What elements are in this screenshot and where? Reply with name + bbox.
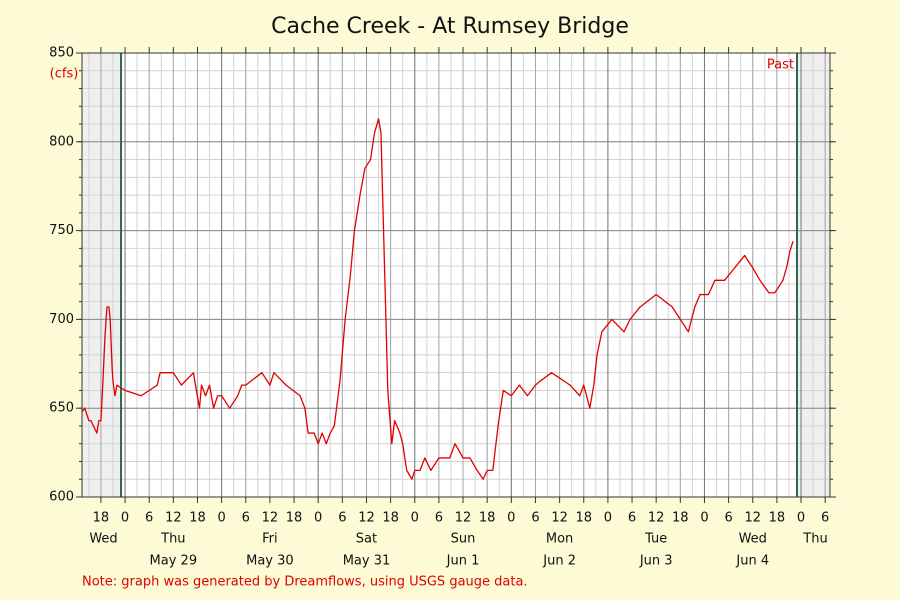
x-tick-label: 12 <box>262 511 279 526</box>
x-tick-label: 12 <box>358 511 375 526</box>
x-tick-label: 0 <box>507 511 515 526</box>
x-tick-label: 6 <box>724 511 732 526</box>
x-tick-label: 18 <box>672 511 689 526</box>
x-tick-label: 0 <box>121 511 129 526</box>
x-tick-label: 12 <box>165 511 182 526</box>
chart-title: Cache Creek - At Rumsey Bridge <box>271 14 629 39</box>
plot-area <box>82 53 830 497</box>
y-tick-label: 600 <box>49 490 74 505</box>
y-unit: (cfs) <box>50 67 79 82</box>
x-tick-label: 6 <box>242 511 250 526</box>
weekday-label: Mon <box>546 532 573 547</box>
x-tick-label: 12 <box>648 511 665 526</box>
x-tick-label: 0 <box>217 511 225 526</box>
x-tick-label: 0 <box>604 511 612 526</box>
x-tick-label: 12 <box>744 511 761 526</box>
date-label: Jun 2 <box>542 554 576 569</box>
weekday-label: Fri <box>262 532 278 547</box>
flow-line <box>81 118 794 480</box>
x-tick-label: 6 <box>435 511 443 526</box>
y-tick-label: 750 <box>49 223 74 238</box>
x-tick-label: 18 <box>479 511 496 526</box>
outside-window <box>82 53 122 497</box>
y-tick-label: 800 <box>49 134 74 149</box>
date-label: Jun 4 <box>735 554 769 569</box>
weekday-label: Sun <box>451 532 476 547</box>
x-tick-label: 18 <box>93 511 110 526</box>
x-tick-label: 18 <box>382 511 399 526</box>
x-tick-label: 0 <box>411 511 419 526</box>
weekday-label: Wed <box>89 532 117 547</box>
x-tick-label: 6 <box>531 511 539 526</box>
x-tick-label: 6 <box>145 511 153 526</box>
x-tick-label: 0 <box>700 511 708 526</box>
date-label: May 31 <box>343 554 391 569</box>
x-tick-label: 6 <box>821 511 829 526</box>
weekday-label: Sat <box>356 532 377 547</box>
x-tick-label: 6 <box>628 511 636 526</box>
x-tick-label: 18 <box>286 511 303 526</box>
x-tick-label: 12 <box>455 511 472 526</box>
weekday-label: Tue <box>644 532 667 547</box>
date-label: May 30 <box>246 554 294 569</box>
date-label: May 29 <box>150 554 198 569</box>
window-label: Past <box>767 58 794 73</box>
date-label: Jun 3 <box>639 554 673 569</box>
weekday-label: Wed <box>739 532 767 547</box>
note: Note: graph was generated by Dreamflows,… <box>82 575 528 590</box>
x-tick-label: 18 <box>189 511 206 526</box>
x-tick-label: 6 <box>338 511 346 526</box>
y-tick-label: 650 <box>49 401 74 416</box>
y-tick-label: 850 <box>49 46 74 61</box>
x-tick-label: 0 <box>797 511 805 526</box>
x-tick-label: 18 <box>575 511 592 526</box>
x-tick-label: 0 <box>314 511 322 526</box>
plot-frame <box>81 52 831 498</box>
y-tick-label: 700 <box>49 312 74 327</box>
x-tick-label: 12 <box>551 511 568 526</box>
weekday-label: Thu <box>160 532 185 547</box>
x-tick-label: 18 <box>769 511 786 526</box>
date-label: Jun 1 <box>446 554 480 569</box>
weekday-label: Thu <box>802 532 827 547</box>
